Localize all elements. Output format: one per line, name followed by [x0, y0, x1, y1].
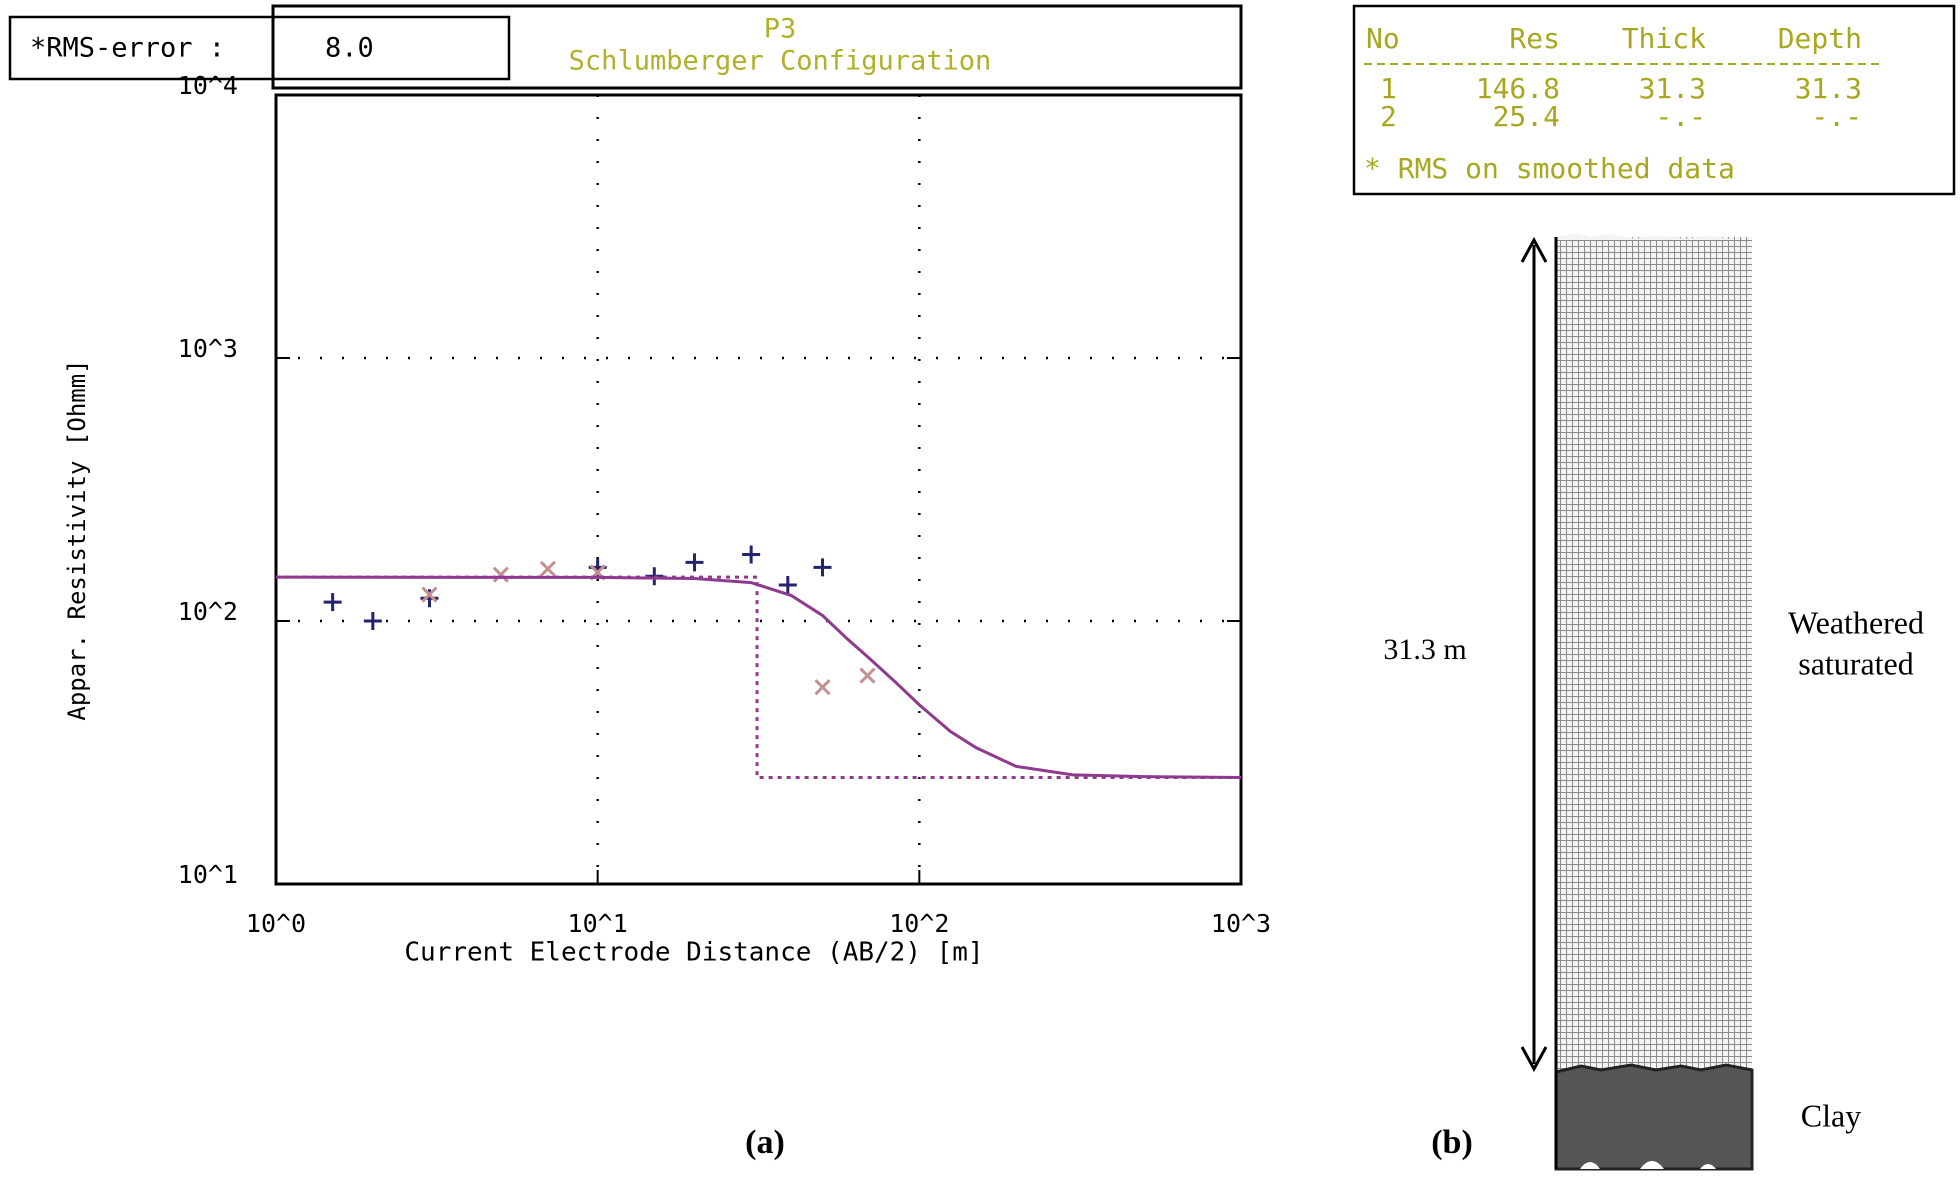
- data-point: [778, 576, 797, 595]
- data-point: [859, 667, 876, 684]
- plot-area: 10^0 10^1 10^2 10^3 10^1 10^2 10^3 10^4: [178, 71, 1271, 938]
- table-cell: -.-: [1811, 100, 1862, 133]
- y-axis-label: Appar. Resistivity [Ohmm]: [63, 359, 91, 720]
- weathered-layer: [1556, 237, 1752, 1072]
- data-point: [420, 589, 439, 608]
- y-tick-label: 10^2: [178, 597, 238, 626]
- y-tick-label: 10^3: [178, 334, 238, 363]
- data-point: [742, 545, 761, 564]
- table-header: Depth: [1778, 22, 1862, 55]
- chart-title: P3: [764, 14, 797, 45]
- data-point: [539, 560, 556, 577]
- table-cell: 2: [1380, 100, 1397, 133]
- arrow-heads: [1520, 236, 1548, 1073]
- data-point: [813, 558, 832, 577]
- x-tick-label: 10^3: [1211, 909, 1271, 938]
- layer-label: Weathered: [1788, 604, 1924, 640]
- table-cell: 146.8: [1476, 72, 1560, 105]
- y-tick-label: 10^1: [178, 860, 238, 889]
- clay-layer: [1554, 1063, 1754, 1171]
- layer-table: No Res Thick Depth 1 146.8 31.3 31.3 2 25.4 -.- -.-…: [1364, 22, 1862, 185]
- table-header: Res: [1509, 22, 1560, 55]
- clay-texture: [1580, 1161, 1716, 1169]
- rms-box: [8, 15, 511, 81]
- table-cell: 31.3: [1639, 72, 1706, 105]
- data-point: [421, 586, 438, 603]
- model-line: [276, 575, 1241, 780]
- data-point: [685, 553, 704, 572]
- data-point: [363, 612, 382, 630]
- chart-subtitle: Schlumberger Configuration: [569, 46, 992, 77]
- x-tick-label: 10^1: [568, 909, 628, 938]
- table-note: * RMS on smoothed data: [1364, 152, 1735, 185]
- y-tick-label: 10^4: [178, 71, 238, 100]
- fit-curve: [275, 575, 1242, 780]
- layer-label: saturated: [1798, 645, 1914, 681]
- table-header: No: [1366, 22, 1400, 55]
- data-point: [814, 679, 831, 696]
- x-tick-label: 10^2: [889, 909, 949, 938]
- data-point: [323, 593, 342, 612]
- caption: (b): [1431, 1124, 1473, 1161]
- rms-value: 8.0: [325, 33, 374, 64]
- caption: (a): [745, 1124, 785, 1161]
- layer-table-box: [1352, 4, 1956, 196]
- table-cell: 1: [1380, 72, 1397, 105]
- thickness-label: 31.3 m: [1383, 633, 1466, 666]
- table-cell: -.-: [1655, 100, 1706, 133]
- data-point: [492, 566, 509, 583]
- x-axis-label: Current Electrode Distance (AB/2) [m]: [404, 938, 983, 968]
- table-header: Thick: [1622, 22, 1706, 55]
- table-cell: 31.3: [1795, 72, 1862, 105]
- x-tick-label: 10^0: [246, 909, 306, 938]
- plot-frame: [274, 93, 1243, 886]
- table-cell: 25.4: [1493, 100, 1560, 133]
- rms-label: *RMS-error :: [30, 33, 225, 64]
- title-box: [271, 4, 1243, 90]
- layer-top-edge: [1556, 233, 1736, 240]
- layer-label: Clay: [1801, 1097, 1861, 1133]
